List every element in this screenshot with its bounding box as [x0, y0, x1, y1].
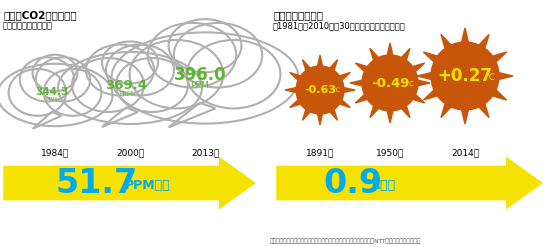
Text: 396.0: 396.0 — [173, 66, 226, 84]
Polygon shape — [317, 112, 323, 125]
Text: 0.9: 0.9 — [323, 166, 382, 200]
Polygon shape — [342, 87, 355, 93]
Polygon shape — [317, 55, 323, 68]
Text: PPM: PPM — [46, 97, 58, 102]
Ellipse shape — [58, 52, 202, 124]
Polygon shape — [423, 52, 440, 64]
Polygon shape — [423, 88, 440, 100]
Polygon shape — [328, 107, 337, 120]
Ellipse shape — [33, 55, 77, 91]
Text: 世界の気温の推移: 世界の気温の推移 — [273, 10, 323, 20]
Ellipse shape — [431, 42, 499, 110]
Polygon shape — [337, 99, 350, 107]
Ellipse shape — [148, 23, 236, 87]
Text: -0.49: -0.49 — [371, 77, 409, 89]
Polygon shape — [400, 48, 410, 62]
Text: PPM上昇: PPM上昇 — [125, 179, 171, 191]
Text: 1984年: 1984年 — [41, 148, 69, 157]
Ellipse shape — [187, 40, 281, 108]
Polygon shape — [477, 34, 489, 51]
Polygon shape — [387, 108, 393, 123]
Polygon shape — [441, 34, 453, 51]
Text: （1981年〜2010年の30年平均値に対する偏差）: （1981年〜2010年の30年平均値に対する偏差） — [273, 21, 406, 30]
Text: 1891年: 1891年 — [306, 148, 334, 157]
Polygon shape — [490, 52, 507, 64]
Polygon shape — [328, 60, 337, 72]
Ellipse shape — [44, 69, 101, 116]
Polygon shape — [461, 28, 469, 45]
Text: ℃: ℃ — [484, 73, 494, 82]
Ellipse shape — [130, 40, 223, 108]
Ellipse shape — [106, 44, 174, 96]
Ellipse shape — [102, 41, 158, 83]
Text: 51.7: 51.7 — [55, 166, 137, 200]
Ellipse shape — [9, 69, 66, 116]
Polygon shape — [416, 80, 430, 86]
Text: 1950年: 1950年 — [376, 148, 404, 157]
Text: 2013年: 2013年 — [191, 148, 219, 157]
Text: 出典：気象庁、及び温室効果ガス世界資料センター掲示データよりNTTファシリティーズ作成: 出典：気象庁、及び温室効果ガス世界資料センター掲示データよりNTTファシリティー… — [270, 238, 421, 244]
Text: 344.3: 344.3 — [35, 87, 68, 97]
Polygon shape — [410, 93, 424, 103]
Polygon shape — [400, 103, 410, 118]
Ellipse shape — [0, 64, 113, 126]
Ellipse shape — [116, 58, 188, 112]
Polygon shape — [441, 101, 453, 118]
Text: ℃: ℃ — [405, 81, 414, 87]
Polygon shape — [285, 87, 298, 93]
Text: PPM: PPM — [190, 81, 210, 90]
Ellipse shape — [174, 23, 262, 87]
Polygon shape — [387, 43, 393, 58]
Polygon shape — [350, 80, 364, 86]
Polygon shape — [290, 99, 302, 107]
Polygon shape — [461, 107, 469, 124]
Polygon shape — [410, 63, 424, 73]
Text: ℃上昇: ℃上昇 — [366, 179, 396, 191]
Polygon shape — [302, 60, 312, 72]
Ellipse shape — [36, 57, 90, 102]
Polygon shape — [102, 107, 138, 127]
Ellipse shape — [112, 32, 299, 124]
Text: PPM: PPM — [119, 91, 133, 97]
Ellipse shape — [362, 55, 418, 111]
Polygon shape — [33, 112, 61, 129]
Polygon shape — [290, 73, 302, 82]
Ellipse shape — [296, 66, 344, 114]
Polygon shape — [356, 63, 370, 73]
Polygon shape — [337, 73, 350, 82]
Polygon shape — [490, 88, 507, 100]
Polygon shape — [477, 101, 489, 118]
Polygon shape — [370, 48, 380, 62]
Text: （全球での年平均値）: （全球での年平均値） — [3, 21, 53, 30]
Text: +0.27: +0.27 — [438, 67, 492, 85]
Polygon shape — [417, 72, 434, 80]
Polygon shape — [278, 160, 540, 206]
Ellipse shape — [168, 19, 241, 72]
Text: ℃: ℃ — [333, 88, 340, 93]
Ellipse shape — [86, 44, 154, 96]
Ellipse shape — [20, 57, 74, 102]
Text: -0.63: -0.63 — [304, 85, 336, 95]
Text: 369.4: 369.4 — [105, 79, 147, 91]
Text: 2014年: 2014年 — [451, 148, 479, 157]
Text: 2000年: 2000年 — [116, 148, 144, 157]
Ellipse shape — [72, 58, 144, 112]
Polygon shape — [496, 72, 513, 80]
Polygon shape — [302, 107, 312, 120]
Polygon shape — [168, 103, 216, 127]
Text: 世界のCO2濃度の推移: 世界のCO2濃度の推移 — [3, 10, 77, 20]
Polygon shape — [5, 160, 253, 206]
Polygon shape — [370, 103, 380, 118]
Polygon shape — [356, 93, 370, 103]
